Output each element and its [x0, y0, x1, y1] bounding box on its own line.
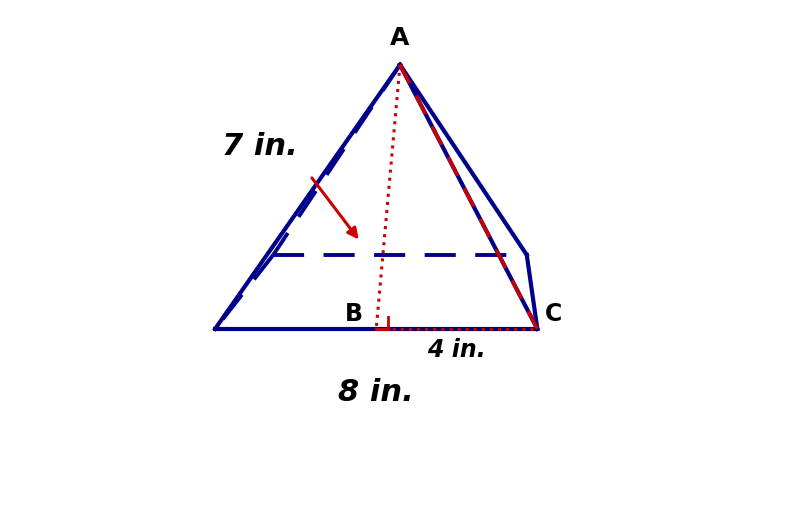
Text: 7 in.: 7 in.: [222, 132, 298, 161]
Text: C: C: [546, 302, 562, 326]
Text: 4 in.: 4 in.: [427, 338, 486, 362]
Text: A: A: [390, 26, 410, 50]
Text: B: B: [345, 302, 363, 326]
Text: 8 in.: 8 in.: [338, 378, 414, 407]
